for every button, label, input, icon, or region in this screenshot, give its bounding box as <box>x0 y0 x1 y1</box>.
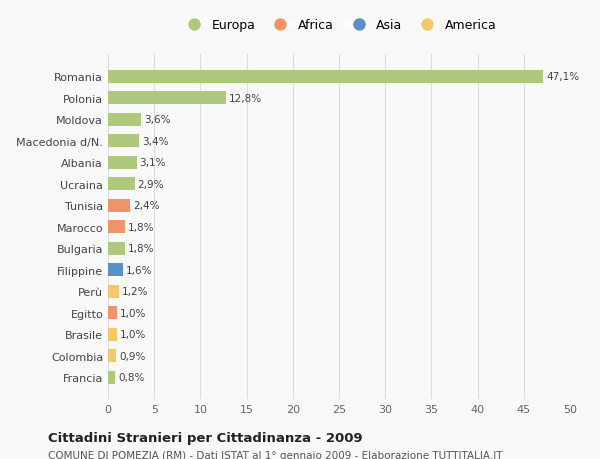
Bar <box>108 113 141 127</box>
Text: Cittadini Stranieri per Cittadinanza - 2009: Cittadini Stranieri per Cittadinanza - 2… <box>48 431 362 444</box>
Bar <box>108 157 137 169</box>
Text: 47,1%: 47,1% <box>546 72 579 82</box>
Text: 3,6%: 3,6% <box>144 115 170 125</box>
Bar <box>108 221 125 234</box>
Text: 1,8%: 1,8% <box>127 222 154 232</box>
Legend: Europa, Africa, Asia, America: Europa, Africa, Asia, America <box>179 17 499 34</box>
Bar <box>108 371 115 384</box>
Bar <box>108 178 135 191</box>
Text: 1,8%: 1,8% <box>127 244 154 254</box>
Text: 1,0%: 1,0% <box>120 330 146 339</box>
Text: 3,1%: 3,1% <box>139 158 166 168</box>
Bar <box>108 135 139 148</box>
Text: 0,9%: 0,9% <box>119 351 145 361</box>
Bar <box>108 242 125 255</box>
Text: 0,8%: 0,8% <box>118 372 145 382</box>
Text: 12,8%: 12,8% <box>229 94 262 104</box>
Text: 1,6%: 1,6% <box>125 265 152 275</box>
Text: 2,4%: 2,4% <box>133 201 160 211</box>
Bar <box>108 92 226 105</box>
Bar <box>108 349 116 362</box>
Bar <box>108 285 119 298</box>
Bar <box>108 199 130 212</box>
Bar <box>108 307 117 319</box>
Bar <box>108 263 123 276</box>
Bar <box>108 328 117 341</box>
Text: 1,2%: 1,2% <box>122 286 148 297</box>
Text: 1,0%: 1,0% <box>120 308 146 318</box>
Text: 3,4%: 3,4% <box>142 136 169 146</box>
Bar <box>108 71 543 84</box>
Text: COMUNE DI POMEZIA (RM) - Dati ISTAT al 1° gennaio 2009 - Elaborazione TUTTITALIA: COMUNE DI POMEZIA (RM) - Dati ISTAT al 1… <box>48 450 503 459</box>
Text: 2,9%: 2,9% <box>137 179 164 189</box>
